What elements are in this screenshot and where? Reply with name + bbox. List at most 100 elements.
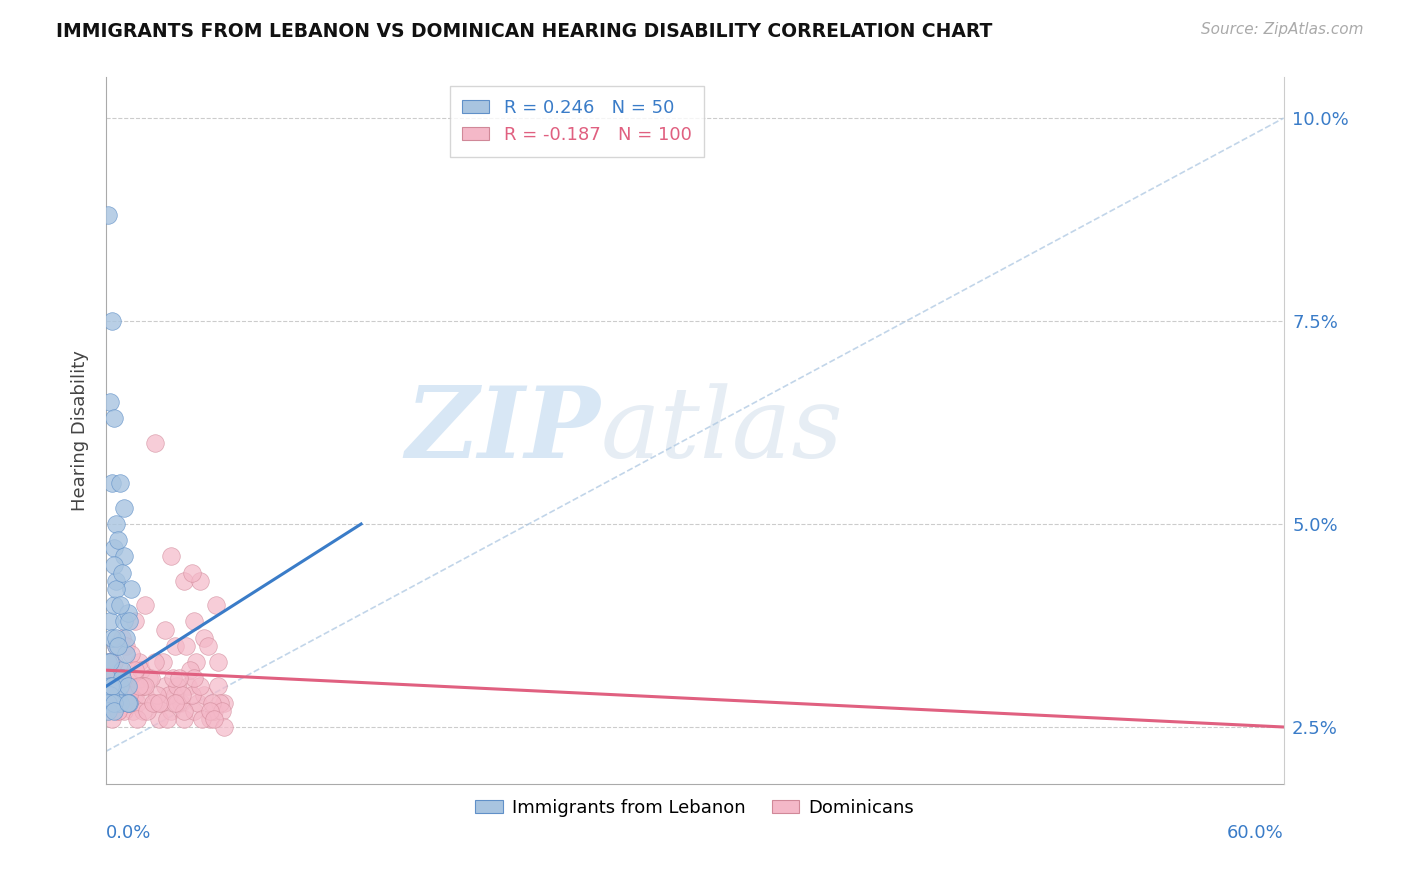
Point [110,671,132,685]
Point [127,712,149,726]
Point [101,476,124,491]
Point [166,696,188,710]
Point [118,696,141,710]
Point [103,688,125,702]
Point [104,639,127,653]
Point [193,688,215,702]
Point [181,688,204,702]
Point [98,671,121,685]
Point [172,688,194,702]
Point [104,639,127,653]
Point [110,671,132,685]
Point [107,688,129,702]
Point [127,696,149,710]
Point [134,598,156,612]
Point [197,639,219,653]
Point [108,696,131,710]
Point [142,696,165,710]
Point [198,704,221,718]
Point [163,688,186,702]
Point [202,712,225,726]
Point [110,566,132,580]
Point [188,574,211,588]
Point [129,680,152,694]
Point [173,712,195,726]
Point [104,516,127,531]
Point [104,631,127,645]
Point [167,671,190,685]
Point [117,696,139,710]
Point [120,582,142,596]
Point [98,615,121,629]
Point [176,639,198,653]
Point [163,696,186,710]
Point [149,696,172,710]
Point [129,663,152,677]
Point [118,615,141,629]
Point [108,476,131,491]
Point [97,696,120,710]
Point [134,688,156,702]
Point [101,671,124,685]
Point [114,688,136,702]
Point [110,663,132,677]
Point [104,582,127,596]
Point [98,688,121,702]
Point [173,704,195,718]
Point [103,696,125,710]
Point [107,704,129,718]
Point [118,696,141,710]
Point [98,395,121,409]
Point [101,631,124,645]
Point [112,704,135,718]
Point [177,680,200,694]
Point [112,500,135,515]
Point [148,712,170,726]
Point [143,435,166,450]
Point [110,631,132,645]
Point [198,712,221,726]
Point [183,615,205,629]
Point [101,680,124,694]
Point [110,671,132,685]
Point [139,671,162,685]
Point [117,607,139,621]
Point [103,704,125,718]
Point [120,680,142,694]
Point [202,704,225,718]
Point [122,704,145,718]
Point [103,558,125,572]
Point [112,680,135,694]
Point [107,533,129,548]
Point [97,688,120,702]
Point [193,631,215,645]
Point [183,704,205,718]
Text: IMMIGRANTS FROM LEBANON VS DOMINICAN HEARING DISABILITY CORRELATION CHART: IMMIGRANTS FROM LEBANON VS DOMINICAN HEA… [56,22,993,41]
Point [183,671,205,685]
Point [103,541,125,556]
Point [114,631,136,645]
Point [98,655,121,669]
Point [101,696,124,710]
Point [128,655,150,669]
Point [112,549,135,564]
Text: atlas: atlas [600,383,844,478]
Point [98,680,121,694]
Point [120,647,142,661]
Text: Source: ZipAtlas.com: Source: ZipAtlas.com [1201,22,1364,37]
Point [159,549,181,564]
Point [166,680,188,694]
Point [134,680,156,694]
Point [186,655,208,669]
Point [173,574,195,588]
Point [187,696,209,710]
Point [212,720,235,734]
Point [188,680,211,694]
Point [212,696,235,710]
Point [97,655,120,669]
Point [143,696,166,710]
Point [157,688,180,702]
Point [191,712,214,726]
Point [104,696,127,710]
Point [114,639,136,653]
